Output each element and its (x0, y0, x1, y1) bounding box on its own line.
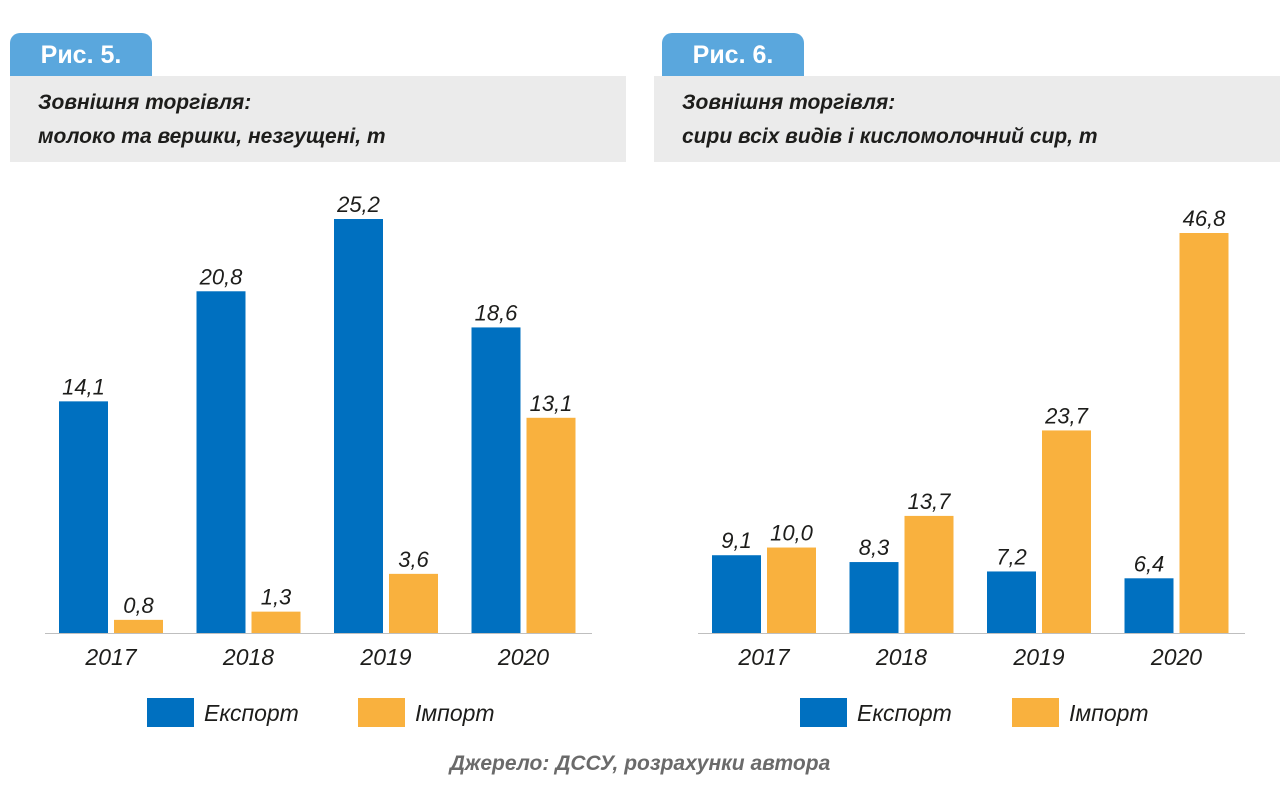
export-value-label-2020: 6,4 (1134, 551, 1165, 576)
import-bar-2018 (251, 611, 301, 633)
x-tick-label-2019: 2019 (359, 644, 411, 670)
import-value-label-2020: 13,1 (530, 391, 573, 416)
figure-5-label: Рис. 5. (10, 33, 152, 77)
legend-swatch-export (147, 698, 194, 727)
import-value-label-2018: 1,3 (261, 585, 292, 610)
import-value-label-2018: 13,7 (908, 489, 952, 514)
import-value-label-2017: 0,8 (123, 593, 154, 618)
export-bar-2017 (59, 401, 108, 633)
figure-5-title-line1: Зовнішня торгівля: (38, 91, 252, 114)
import-value-label-2020: 46,8 (1183, 206, 1227, 231)
export-bar-2018 (849, 562, 899, 633)
import-value-label-2019: 3,6 (398, 547, 429, 572)
import-bar-2017 (114, 619, 163, 633)
import-bar-2019 (389, 573, 438, 633)
chart-6: 9,1 10,0 2017 8,3 13,7 2018 7,2 23,7 2019 6,4 46,8… (698, 206, 1245, 727)
x-tick-label-2020: 2020 (1150, 644, 1202, 670)
x-tick-label-2018: 2018 (875, 644, 927, 670)
export-value-label-2017: 14,1 (62, 374, 105, 399)
x-tick-label-2020: 2020 (497, 644, 549, 670)
import-value-label-2019: 23,7 (1044, 403, 1089, 428)
import-value-label-2017: 10,0 (770, 521, 814, 546)
export-bar-2018 (196, 291, 246, 633)
export-value-label-2019: 25,2 (336, 192, 380, 217)
figure-6-title-line2: сири всіх видів і кисломолочний сир, т (682, 125, 1098, 148)
legend-swatch-import (1012, 698, 1059, 727)
source-note: Джерело: ДССУ, розрахунки автора (449, 752, 831, 775)
x-tick-label-2019: 2019 (1012, 644, 1064, 670)
figure-6-label: Рис. 6. (662, 33, 804, 77)
import-bar-2019 (1042, 430, 1091, 633)
x-tick-label-2017: 2017 (737, 644, 790, 670)
figure-6-title: Зовнішня торгівля: сири всіх видів і кис… (654, 76, 1280, 162)
export-bar-2019 (334, 219, 383, 633)
x-tick-label-2017: 2017 (84, 644, 137, 670)
import-bar-2017 (767, 547, 816, 633)
import-bar-2020 (526, 417, 576, 633)
export-bar-2017 (712, 555, 761, 633)
legend-label-import: Імпорт (1069, 700, 1149, 726)
legend-swatch-import (358, 698, 405, 727)
export-bar-2020 (1124, 578, 1174, 633)
legend-label-import: Імпорт (415, 700, 495, 726)
figure-5-title: Зовнішня торгівля: молоко та вершки, нез… (10, 76, 626, 162)
import-bar-2018 (904, 515, 954, 633)
legend-swatch-export (800, 698, 847, 727)
export-value-label-2018: 8,3 (859, 535, 890, 560)
figure-5-title-line2: молоко та вершки, незгущені, т (38, 125, 386, 148)
export-bar-2019 (987, 571, 1036, 633)
figure-6-title-line1: Зовнішня торгівля: (682, 91, 896, 114)
export-value-label-2019: 7,2 (996, 544, 1027, 569)
export-value-label-2020: 18,6 (475, 300, 519, 325)
legend-label-export: Експорт (857, 700, 952, 726)
legend-label-export: Експорт (204, 700, 299, 726)
export-value-label-2017: 9,1 (721, 528, 752, 553)
export-value-label-2018: 20,8 (199, 264, 244, 289)
import-bar-2020 (1179, 233, 1229, 633)
chart-5: 14,1 0,8 2017 20,8 1,3 2018 25,2 3,6 2019 18,6 13,… (45, 192, 592, 727)
x-tick-label-2018: 2018 (222, 644, 274, 670)
export-bar-2020 (471, 327, 521, 633)
